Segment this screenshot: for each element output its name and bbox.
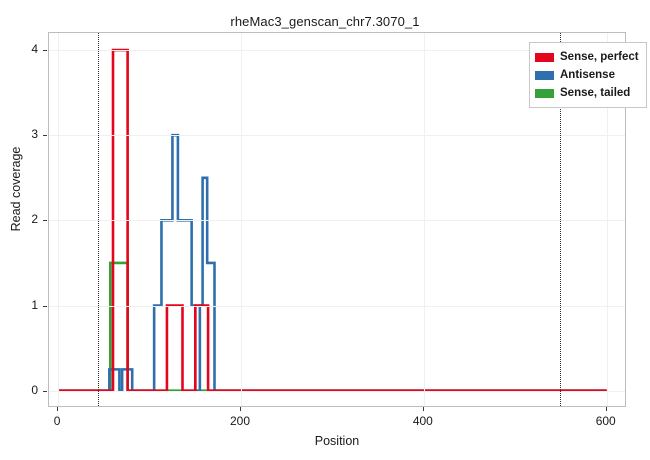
x-tick-label: 400: [412, 414, 433, 428]
x-axis: Position 0 200 400 600: [48, 407, 626, 457]
y-tick-mark: [43, 220, 47, 222]
x-tick-label: 200: [229, 414, 251, 428]
series-line: [58, 261, 607, 392]
y-axis: Read coverage 0 1 2 3 4: [0, 32, 48, 407]
gridline-vertical: [423, 33, 425, 406]
y-tick-mark: [43, 135, 47, 137]
legend-color-swatch: [535, 88, 554, 98]
x-tick-label: 600: [595, 414, 616, 428]
legend-item: Antisense: [535, 66, 639, 84]
legend-item: Sense, perfect: [535, 48, 639, 66]
page-title: rheMac3_genscan_chr7.3070_1: [230, 14, 420, 29]
x-tick-label: 0: [53, 414, 61, 428]
legend-label: Sense, tailed: [560, 87, 631, 99]
x-axis-title: Position: [314, 434, 360, 448]
chart-legend: Sense, perfect Antisense Sense, tailed: [529, 42, 647, 108]
legend-label: Sense, perfect: [560, 51, 639, 63]
gridline-vertical: [606, 33, 608, 406]
y-tick-label: 3: [31, 127, 38, 142]
legend-color-swatch: [535, 70, 554, 80]
gridline-vertical: [241, 33, 242, 406]
gridline-horizontal: [49, 220, 625, 222]
legend-label: Antisense: [560, 69, 615, 81]
x-tick-mark: [240, 407, 241, 411]
marker-line-vertical: [560, 33, 562, 406]
y-tick-label: 0: [31, 382, 38, 397]
gridline-horizontal: [49, 390, 625, 392]
y-tick-label: 1: [31, 297, 38, 312]
x-tick-mark: [605, 407, 607, 411]
legend-item: Sense, tailed: [535, 84, 639, 102]
marker-line-vertical: [98, 33, 100, 406]
y-tick-mark: [43, 305, 47, 307]
series-line: [58, 133, 607, 392]
x-tick-mark: [57, 407, 59, 411]
gridline-horizontal: [49, 135, 625, 137]
legend-color-swatch: [535, 52, 554, 62]
y-axis-title: Read coverage: [9, 146, 23, 232]
gridline-vertical: [58, 33, 60, 406]
y-tick-label: 2: [31, 212, 38, 227]
y-tick-mark: [43, 50, 47, 52]
gridline-horizontal: [49, 50, 625, 52]
y-tick-label: 4: [31, 42, 38, 57]
y-tick-mark: [43, 390, 47, 392]
gridline-horizontal: [49, 305, 625, 307]
x-tick-mark: [422, 407, 424, 411]
